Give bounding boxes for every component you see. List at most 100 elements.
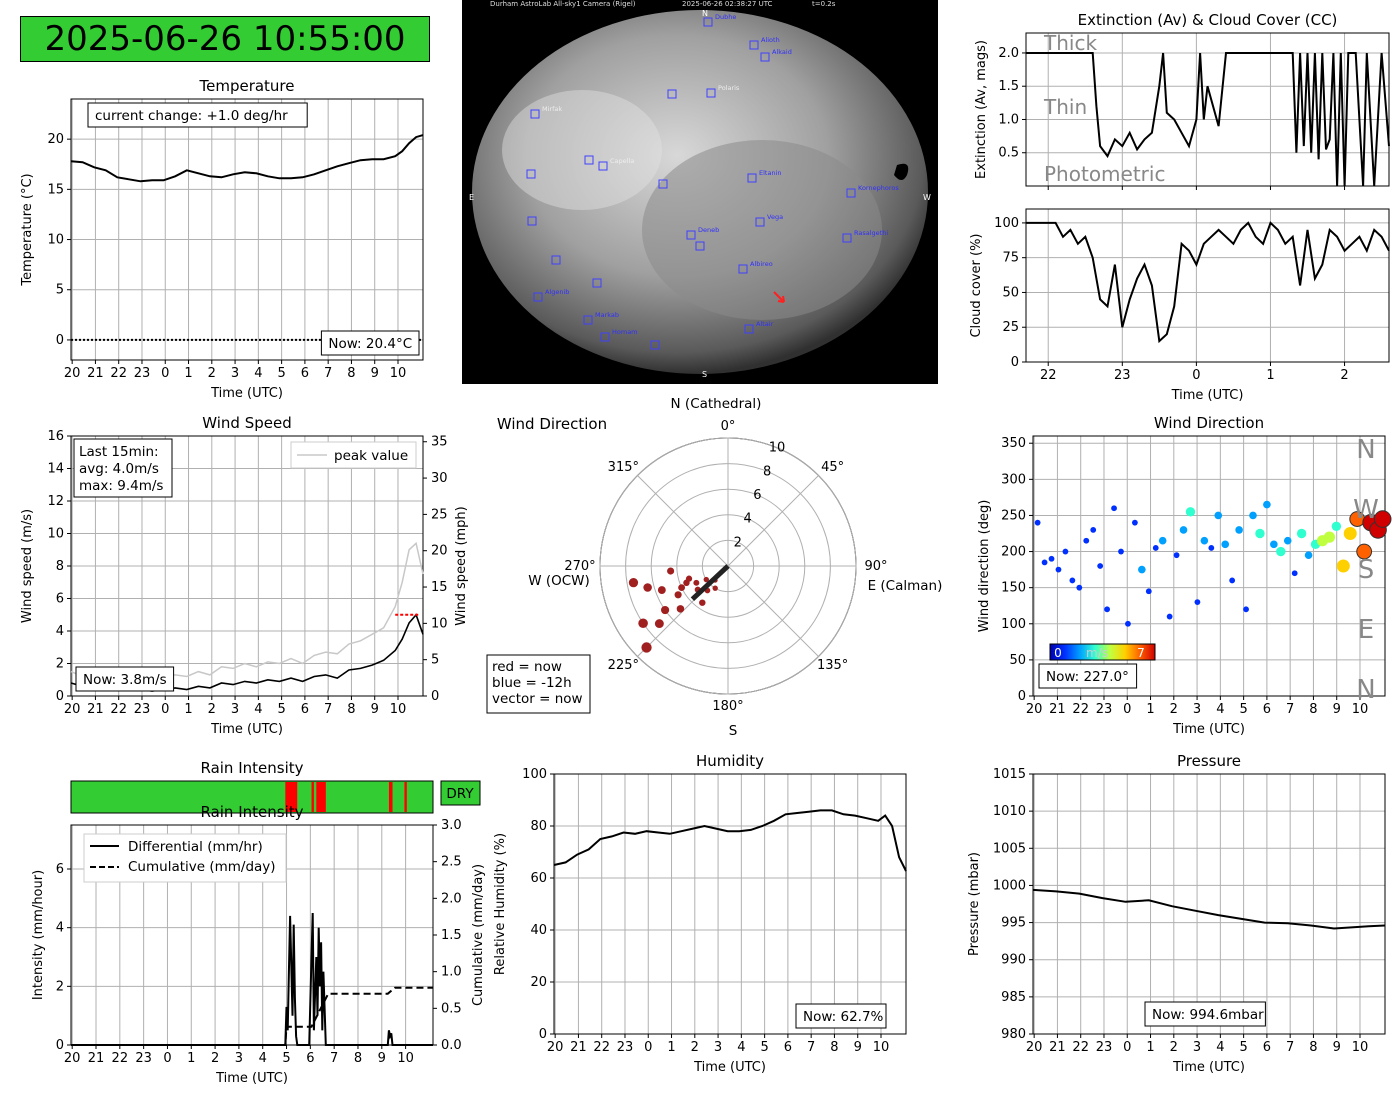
y-tick-label: 50: [1009, 653, 1026, 668]
polar-legend-line: vector = now: [492, 691, 583, 707]
pressure-now-label: Now: 994.6mbar: [1152, 1007, 1264, 1023]
wind-direction-point: [1263, 500, 1271, 509]
wind-direction-point: [1118, 548, 1124, 555]
y-tick-label: 4: [56, 624, 64, 639]
x-tick-label: 3: [231, 702, 239, 717]
moon-pointer-arrow: [773, 291, 785, 303]
plot-frame: [70, 435, 424, 697]
x-tick-label: 8: [347, 702, 355, 717]
y-tick-label: 1.0: [998, 112, 1019, 127]
wind-direction-point: [1291, 570, 1298, 577]
polar-legend-box: [486, 654, 591, 714]
humidity-now-label: Now: 62.7%: [803, 1009, 884, 1025]
x-axis-label: Time (UTC): [210, 722, 283, 737]
x-tick-label: 10: [390, 702, 407, 717]
x-tick-label: 20: [64, 702, 81, 717]
humidity-line: [553, 809, 907, 872]
colorbar-unit-label: m/s: [1086, 646, 1108, 660]
wind-sample-point: [674, 591, 682, 599]
x-tick-label: 23: [134, 702, 151, 717]
chart-humidity: 20 21 22 23 0 1 2 3 4 5 6 7 8 9 10020406080100Humidity…: [493, 752, 907, 1075]
x-tick-label: 22: [593, 1040, 610, 1055]
x-tick-label: 3: [1193, 702, 1201, 717]
allsky-east: E: [469, 193, 474, 202]
compass-label: N: [1356, 435, 1375, 465]
wind-direction-point: [1041, 559, 1048, 566]
wind-direction-point: [1104, 606, 1111, 613]
wind-direction-point: [1048, 555, 1055, 562]
y-tick-label: 2: [56, 657, 64, 672]
x-tick-label: 5: [277, 702, 285, 717]
right-y-axis-label: Cumulative (mm/day): [471, 864, 486, 1006]
legend-peak-label: peak value: [334, 448, 408, 464]
y-tick-label: 100: [522, 767, 547, 782]
chart-title: Rain Intensity: [200, 803, 303, 821]
star-box: [584, 155, 594, 165]
right-y-tick-label: 5: [431, 653, 439, 668]
allsky-west: W: [923, 193, 931, 202]
x-tick-label: 6: [301, 366, 309, 381]
wind-direction-point: [1166, 613, 1173, 620]
star-box: [533, 292, 543, 302]
x-tick-label: 1: [1266, 368, 1274, 383]
polar-ring-label: 6: [753, 488, 761, 503]
star-marker: Markab: [583, 311, 619, 325]
wind-sample-point: [657, 586, 666, 595]
chart-title: Rain Intensity: [200, 759, 303, 777]
plot-frame: [1032, 435, 1386, 697]
temperature-now-label-box: [320, 330, 420, 356]
wind-direction-point: [1111, 505, 1117, 512]
x-tick-label: 10: [1352, 1040, 1369, 1055]
x-tick-label: 5: [1239, 1040, 1247, 1055]
star-label: Vega: [767, 213, 783, 221]
x-tick-label: 9: [378, 1051, 386, 1066]
x-tick-label: 7: [1286, 702, 1294, 717]
x-tick-label: 1: [187, 1051, 195, 1066]
wind-direction-point: [1323, 531, 1336, 543]
y-tick-label: 16: [47, 429, 64, 444]
star-box: [583, 315, 593, 325]
star-label: Alkaid: [772, 48, 792, 56]
wind-direction-point: [1158, 536, 1167, 545]
wind-direction-point: [1208, 545, 1215, 551]
wind-direction-point: [1243, 606, 1249, 613]
x-tick-label: 9: [854, 1040, 862, 1055]
x-tick-label: 4: [254, 366, 262, 381]
wind-direction-point: [1331, 521, 1342, 531]
x-tick-label: 6: [1263, 1040, 1271, 1055]
star-label: Capella: [610, 157, 634, 165]
rain-status-bar: [70, 780, 434, 814]
wind-sample-point: [641, 642, 652, 653]
y-tick-label: 1015: [993, 767, 1026, 782]
wind-sample-point: [667, 567, 675, 575]
chart-pressure: 20 21 22 23 0 1 2 3 4 5 6 7 8 9 1098098599099510001005…: [967, 752, 1386, 1075]
x-tick-label: 20: [547, 1040, 564, 1055]
wind-direction-point: [1062, 548, 1069, 555]
temperature-change-annotation: current change: +1.0 deg/hr: [95, 108, 288, 124]
zone-label-photometric: Photometric: [1044, 162, 1165, 186]
x-tick-label: 20: [1026, 702, 1043, 717]
plot-frame: [70, 98, 424, 361]
wind-peak-line: [70, 541, 424, 681]
right-y-tick-label: 1.5: [441, 928, 462, 943]
wind-direction-point: [1276, 546, 1286, 557]
y-tick-label: 6: [56, 592, 64, 607]
star-box: [600, 332, 610, 342]
wind-sample-point: [712, 585, 718, 591]
chart-cloud_cover: 22 23 0 1 2 0 25 50 75 100 Time (UTC) Cloud cover (…: [969, 208, 1390, 403]
zone-label-thin: Thin: [1043, 95, 1087, 119]
wind-direction-point: [1249, 511, 1257, 520]
x-tick-label: 23: [617, 1040, 634, 1055]
y-axis-label: Temperature (°C): [20, 173, 35, 286]
x-tick-label: 1: [1146, 1040, 1154, 1055]
chart-temperature: 20 21 22 23 0 1 2 3 4 5 6 7 8 9 1005101520TemperatureT…: [20, 77, 424, 401]
x-axis-label: Time (UTC): [215, 1071, 288, 1086]
humidity-now-label-box: [795, 1003, 887, 1029]
allsky-svg: Durham AstroLab All-sky1 Camera (Rigel) …: [469, 0, 938, 384]
plot-frame: [1032, 773, 1386, 1035]
x-tick-label: 4: [1216, 1040, 1224, 1055]
y-tick-label: 80: [530, 819, 547, 834]
wind-direction-point: [1034, 519, 1041, 526]
